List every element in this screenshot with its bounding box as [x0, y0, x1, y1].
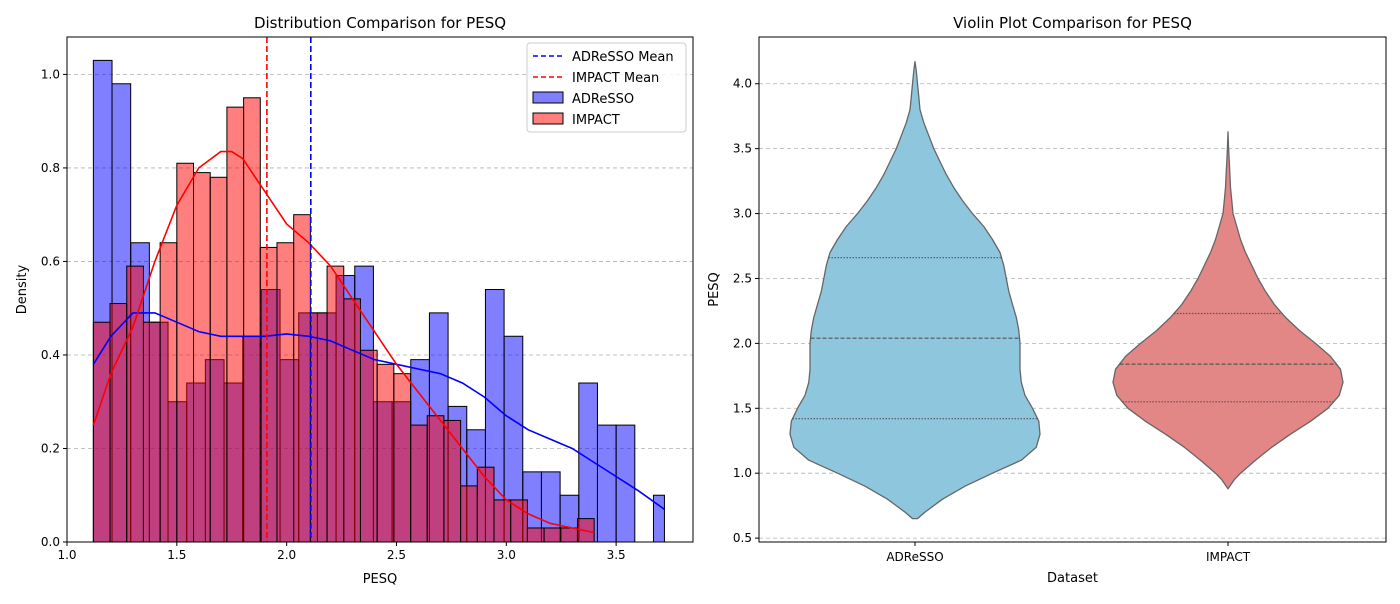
- histogram-y-axis-label: Density: [15, 264, 30, 314]
- violin-y-axis-label: PESQ: [707, 272, 722, 307]
- impact-bar: [493, 499, 512, 543]
- histogram-y-tick-label: 0.6: [41, 254, 60, 268]
- adresso-violin-body: [789, 61, 1041, 520]
- impact-bar: [526, 527, 545, 543]
- impact-bar: [193, 172, 211, 543]
- impact-bar: [109, 303, 128, 543]
- violin-y-tick-label: 0.5: [733, 531, 752, 545]
- violin-x-tick-label: ADReSSO: [886, 550, 943, 564]
- impact-bar: [259, 246, 278, 543]
- impact-bar: [543, 527, 562, 543]
- violin-y-tick-label: 1.5: [733, 401, 752, 415]
- impact-bar: [142, 321, 161, 543]
- legend-adresso-swatch: [532, 91, 564, 104]
- impact-bar: [376, 363, 395, 543]
- mean-lines: [266, 37, 312, 542]
- impact-violin-body: [1112, 131, 1344, 490]
- histogram-legend: ADReSSO Mean IMPACT Mean ADReSSO IMPACT: [526, 42, 687, 133]
- impact-bar: [126, 265, 144, 543]
- impact-bar: [226, 106, 245, 543]
- impact-bar: [309, 312, 328, 543]
- violin-y-tick-label: 2.5: [733, 271, 752, 285]
- violin-y-tick-label: 2.0: [733, 336, 752, 350]
- histogram-y-tick-label: 0.0: [41, 535, 60, 549]
- impact-bar: [560, 527, 578, 543]
- impact-bar: [510, 499, 528, 543]
- impact-bar: [176, 162, 195, 543]
- adresso-kde-line: [92, 312, 665, 510]
- impact-bar: [92, 321, 111, 543]
- impact-bar: [460, 485, 478, 543]
- legend-impact-label: IMPACT: [572, 113, 620, 128]
- impact-bar: [359, 349, 378, 543]
- histogram-x-tick-label: 2.0: [277, 548, 296, 562]
- histogram-x-tick-label: 1.5: [167, 548, 186, 562]
- histogram-y-tick-label: 1.0: [41, 67, 60, 81]
- histogram-x-tick-label: 2.5: [387, 548, 406, 562]
- violin-x-ticks: ADReSSO IMPACT: [886, 542, 1251, 564]
- adresso-bar: [615, 424, 636, 543]
- histogram-x-axis-label: PESQ: [363, 572, 398, 587]
- impact-kde-line: [92, 150, 595, 534]
- violins: [789, 61, 1344, 520]
- impact-bar: [209, 176, 228, 543]
- impact-bar: [343, 298, 361, 543]
- histogram-panel: 1.0 1.5 2.0 2.5 3.0 3.5 0.0 0.2 0.4 0.6 0.8 1.0 Di…: [15, 14, 694, 587]
- violin-y-tick-label: 3.0: [733, 207, 752, 221]
- histogram-x-tick-label: 3.5: [607, 548, 626, 562]
- kde-curves: [92, 150, 665, 534]
- legend-impact-mean-label: IMPACT Mean: [572, 71, 659, 86]
- legend-impact-swatch: [532, 112, 564, 125]
- violin-axes-frame: [758, 36, 1387, 543]
- violin-title: Violin Plot Comparison for PESQ: [953, 14, 1192, 32]
- violin-x-axis-label: Dataset: [1047, 571, 1098, 586]
- histogram-y-tick-label: 0.2: [41, 441, 60, 455]
- violin-y-tick-label: 4.0: [733, 77, 752, 91]
- impact-bar: [410, 424, 428, 543]
- violin-y-tick-label: 1.0: [733, 466, 752, 480]
- impact-bar: [443, 419, 462, 543]
- legend-box: [526, 42, 687, 133]
- impact-bar: [159, 242, 178, 543]
- histogram-y-tick-label: 0.4: [41, 348, 60, 362]
- impact-bar: [293, 214, 311, 543]
- histogram-y-tick-label: 0.8: [41, 161, 60, 175]
- histogram-y-ticks: 0.0 0.2 0.4 0.6 0.8 1.0: [41, 67, 67, 549]
- violin-y-tick-label: 3.5: [733, 142, 752, 156]
- legend-adresso-label: ADReSSO: [572, 92, 634, 107]
- adresso-bar: [596, 424, 617, 543]
- histogram-x-tick-label: 1.0: [57, 548, 76, 562]
- impact-bar: [426, 415, 445, 543]
- violin-x-tick-label: IMPACT: [1206, 550, 1251, 564]
- histogram-x-ticks: 1.0 1.5 2.0 2.5 3.0 3.5: [57, 542, 626, 562]
- legend-adresso-mean-label: ADReSSO Mean: [572, 50, 674, 65]
- histogram-x-tick-label: 3.0: [497, 548, 516, 562]
- violin-y-ticks: 0.5 1.0 1.5 2.0 2.5 3.0 3.5 4.0: [733, 77, 759, 545]
- histogram-title: Distribution Comparison for PESQ: [254, 14, 506, 32]
- histogram-axes-frame: [66, 36, 694, 543]
- impact-bar: [393, 373, 412, 543]
- violin-panel: ADReSSO IMPACT 0.5 1.0 1.5 2.0 2.5 3.0 3.5 4.0 V…: [707, 14, 1387, 586]
- impact-bar: [276, 242, 295, 543]
- impact-bar: [326, 265, 345, 543]
